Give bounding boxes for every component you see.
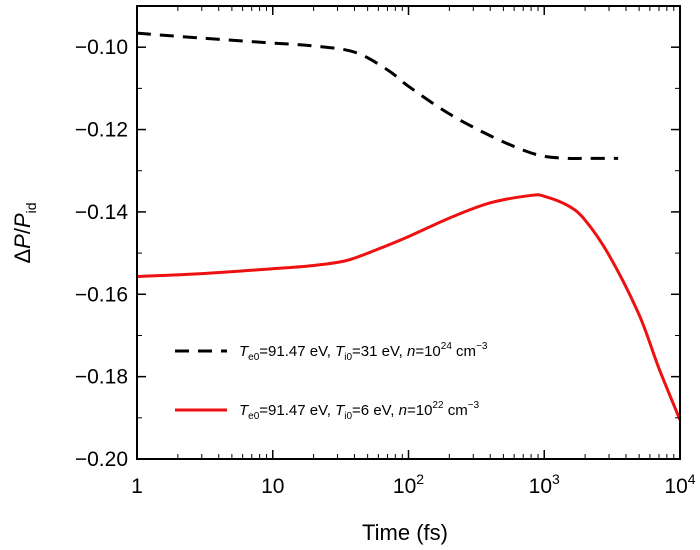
y-tick-label: −0.20 — [75, 448, 128, 471]
legend: Te0=91.47 eV, Ti0=31 eV, n=1024 cm−3 Te0… — [175, 341, 488, 422]
legend-label-dashed: Te0=91.47 eV, Ti0=31 eV, n=1024 cm−3 — [239, 341, 488, 363]
y-tick-label: −0.12 — [75, 119, 128, 142]
x-axis-title: Time (fs) — [362, 520, 448, 545]
y-axis-title: ΔP/Pid — [10, 202, 39, 263]
x-tick-label: 104 — [664, 471, 695, 498]
series-line-solid — [136, 193, 682, 421]
ticks-layer: 1 10 102 103 104 −0.10 −0.12 −0.14 −0.16 −0.18 −0.… — [75, 5, 696, 498]
x-tick-label: 103 — [529, 471, 560, 498]
series-layer — [136, 31, 682, 421]
y-tick-label: −0.10 — [75, 36, 128, 59]
x-tick-label: 1 — [131, 475, 143, 498]
x-tick-label: 102 — [393, 471, 424, 498]
x-tick-label: 10 — [261, 475, 284, 498]
y-tick-label: −0.16 — [75, 283, 128, 306]
y-tick-label: −0.14 — [75, 201, 128, 224]
legend-label-solid: Te0=91.47 eV, Ti0=6 eV, n=1022 cm−3 — [239, 400, 480, 422]
plot-area-frame — [136, 5, 681, 460]
series-line-dashed — [136, 31, 619, 161]
y-tick-label: −0.18 — [75, 366, 128, 389]
